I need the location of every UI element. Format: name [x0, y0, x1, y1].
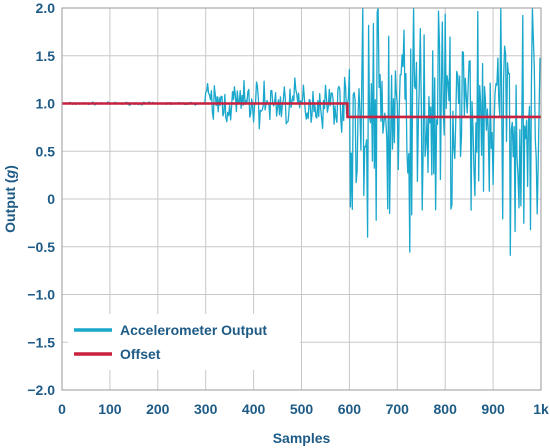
- y-tick-label: −1.5: [27, 334, 55, 350]
- x-tick-label: 1k: [533, 401, 549, 417]
- x-axis-title: Samples: [273, 430, 331, 446]
- x-tick-label: 300: [194, 401, 218, 417]
- x-tick-label: 400: [242, 401, 266, 417]
- x-tick-label: 800: [434, 401, 458, 417]
- y-tick-label: 1.5: [36, 48, 56, 64]
- x-tick-label: 100: [98, 401, 122, 417]
- y-tick-label: −2.0: [27, 382, 55, 398]
- y-tick-label: 0.5: [36, 143, 56, 159]
- x-tick-label: 600: [338, 401, 362, 417]
- y-tick-label: 1.0: [36, 96, 56, 112]
- series-layer: [61, 7, 541, 256]
- y-axis-title-prefix: Output (: [2, 178, 18, 233]
- y-axis-title-unit: g: [2, 169, 18, 179]
- x-tick-label: 900: [481, 401, 505, 417]
- y-axis-title: Output (g): [2, 165, 18, 233]
- y-tick-label: −1.0: [27, 287, 55, 303]
- legend: Accelerometer Output Offset: [68, 314, 300, 370]
- legend-background: [68, 314, 300, 370]
- y-tick-label: 2.0: [36, 0, 56, 16]
- series-line-offset: [62, 102, 541, 119]
- plot-area-frame: [61, 7, 542, 391]
- y-tick-label: −0.5: [27, 239, 55, 255]
- series-line-accelerometer-output: [61, 7, 541, 256]
- y-tick-label: 0: [47, 191, 55, 207]
- x-axis-tick-labels: 0 100 200 300 400 500 600 700 800 900 1k: [58, 401, 549, 417]
- legend-label-accelerometer-output: Accelerometer Output: [120, 322, 267, 338]
- y-axis-tick-labels: 2.0 1.5 1.0 0.5 0 −0.5 −1.0 −1.5 −2.0: [27, 0, 55, 398]
- x-tick-label: 500: [290, 401, 314, 417]
- legend-label-offset: Offset: [120, 346, 161, 362]
- x-tick-label: 200: [146, 401, 170, 417]
- x-tick-label: 700: [386, 401, 410, 417]
- x-tick-label: 0: [58, 401, 66, 417]
- y-axis-title-suffix: ): [2, 165, 18, 170]
